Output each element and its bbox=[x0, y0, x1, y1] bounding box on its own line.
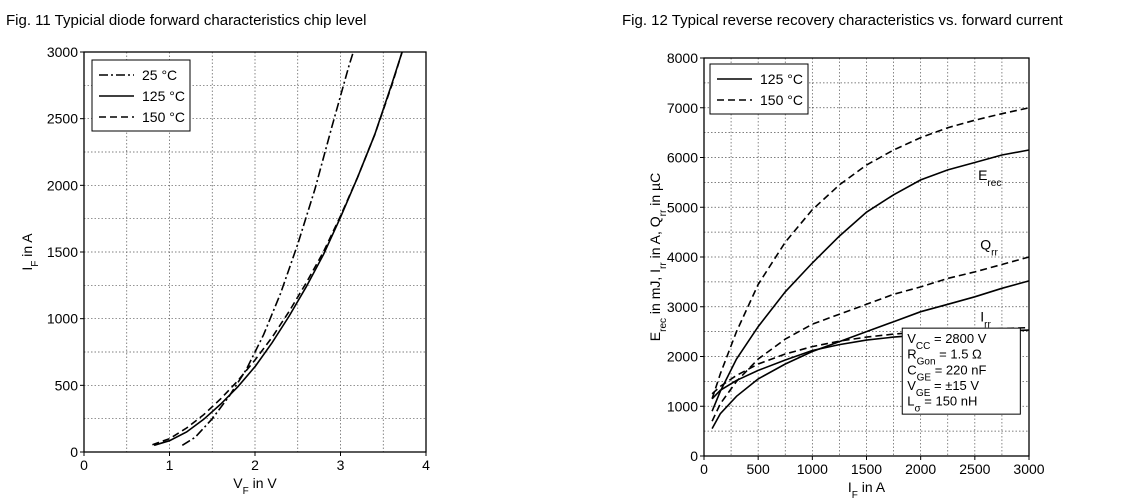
x-tick-label: 2500 bbox=[959, 461, 990, 477]
x-tick-label: 4 bbox=[422, 457, 430, 473]
x-tick-label: 0 bbox=[700, 461, 708, 477]
curve-label: Qrr bbox=[980, 237, 998, 259]
chart-title-fig11: Fig. 11 Typicial diode forward character… bbox=[6, 12, 367, 29]
y-tick-label: 500 bbox=[55, 377, 79, 393]
series-line-125c bbox=[153, 51, 403, 447]
y-tick-label: 5000 bbox=[667, 199, 698, 215]
y-tick-label: 0 bbox=[690, 448, 698, 464]
x-axis-label: VF in V bbox=[233, 475, 277, 497]
parameter-text: CGE = 220 nF bbox=[907, 362, 986, 383]
y-tick-label: 7000 bbox=[667, 100, 698, 116]
x-tick-label: 1000 bbox=[797, 461, 828, 477]
x-tick-label: 0 bbox=[80, 457, 88, 473]
parameter-text: VGE = ±15 V bbox=[907, 378, 979, 399]
series-line-erec-150c bbox=[711, 107, 1030, 400]
legend-label: 150 °C bbox=[760, 92, 803, 108]
series-line-150c bbox=[152, 51, 403, 446]
series-line-irr-150c bbox=[711, 326, 1030, 395]
legend-label: 125 °C bbox=[760, 71, 803, 87]
y-axis-label: Erec in mJ, Irr in A, Qrr in µC bbox=[647, 173, 669, 341]
y-tick-label: 1500 bbox=[47, 244, 78, 260]
y-tick-label: 3000 bbox=[667, 299, 698, 315]
x-tick-label: 1 bbox=[166, 457, 174, 473]
chart-title-fig12: Fig. 12 Typical reverse recovery charact… bbox=[622, 12, 1063, 29]
x-axis-label: IF in A bbox=[848, 479, 886, 501]
legend-box bbox=[709, 63, 809, 115]
curve-label: Erec bbox=[978, 167, 1001, 189]
series-line-25c bbox=[181, 51, 355, 446]
series-line-erec-125c bbox=[711, 149, 1030, 412]
series-line-qrr-150c bbox=[711, 256, 1030, 422]
y-tick-label: 2000 bbox=[667, 349, 698, 365]
y-tick-label: 2500 bbox=[47, 111, 78, 127]
x-tick-label: 500 bbox=[746, 461, 770, 477]
y-tick-label: 4000 bbox=[667, 249, 698, 265]
parameter-text: Lσ = 150 nH bbox=[907, 394, 977, 415]
x-tick-label: 2 bbox=[251, 457, 259, 473]
y-tick-label: 8000 bbox=[667, 50, 698, 66]
series-line-qrr-125c bbox=[711, 280, 1030, 429]
y-axis-label: IF in A bbox=[19, 233, 41, 271]
y-tick-label: 3000 bbox=[47, 44, 78, 60]
legend-label: 125 °C bbox=[142, 88, 185, 104]
parameter-text: VCC = 2800 V bbox=[907, 331, 986, 352]
y-tick-label: 1000 bbox=[47, 311, 78, 327]
x-tick-label: 2000 bbox=[905, 461, 936, 477]
y-tick-label: 2000 bbox=[47, 177, 78, 193]
y-tick-label: 1000 bbox=[667, 398, 698, 414]
y-tick-label: 0 bbox=[70, 444, 78, 460]
y-tick-label: 6000 bbox=[667, 150, 698, 166]
x-tick-label: 3 bbox=[337, 457, 345, 473]
parameter-text: RGon = 1.5 Ω bbox=[907, 347, 982, 368]
parameter-box bbox=[901, 327, 1021, 415]
curve-label: Irr bbox=[980, 309, 991, 331]
legend-label: 25 °C bbox=[142, 67, 177, 83]
x-tick-label: 3000 bbox=[1013, 461, 1044, 477]
x-tick-label: 1500 bbox=[851, 461, 882, 477]
legend-label: 150 °C bbox=[142, 109, 185, 125]
